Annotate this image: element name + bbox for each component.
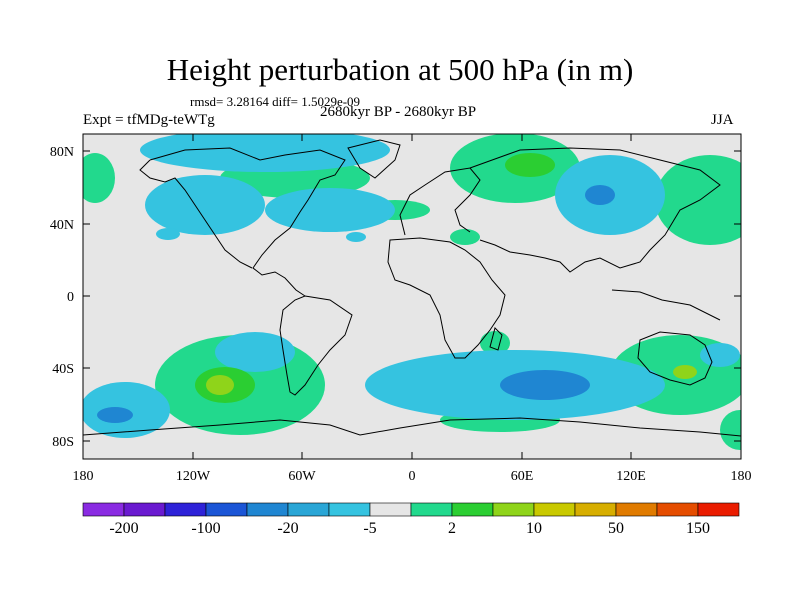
core-siberia [505,153,555,177]
coastline-africa [387,237,506,359]
stats-text: rmsd= 3.28164 diff= 1.5029e-09 [190,94,361,109]
colorbar-swatch-8 [410,502,453,517]
core-south-pacific-inner [206,375,234,395]
colorbar-label-minus-5: -5 [363,520,376,537]
colorbar-label-10: 10 [526,520,542,537]
lon-label-120e: 120E [616,469,646,484]
lon-label-180w: 180 [73,469,94,484]
colorbar-label-2: 2 [448,520,456,537]
map-panel [83,134,741,459]
colorbar-swatch-9 [451,502,494,517]
anomaly-blob-north-central-pacific [145,175,265,235]
season-label: JJA [711,112,734,128]
colorbar-swatch-15 [697,502,740,517]
lon-label-120w: 120W [176,469,211,484]
colorbar-swatch-6 [328,502,371,517]
anomaly-blob-pacific-east [655,155,741,245]
colorbar [82,502,740,517]
colorbar-swatch-5 [287,502,330,517]
colorbar-swatch-3 [205,502,248,517]
lat-label-0: 0 [67,290,74,305]
colorbar-swatch-12 [574,502,617,517]
coastline-asia [469,147,721,273]
lon-axis [82,134,742,459]
chart-title: Height perturbation at 500 hPa (in m) [166,52,634,87]
strong-positive-cores [195,153,697,403]
anomaly-blob-southeast-pacific-center [215,332,295,372]
core-indian-ocean [500,370,590,400]
core-central-asia [585,185,615,205]
coastline-north-america [149,147,346,297]
colorbar-swatch-14 [656,502,699,517]
coastline-alaska [139,159,253,269]
lon-label-180e: 180 [731,469,752,484]
anomaly-blob-north-pacific-small [156,228,180,240]
period-label: 2680kyr BP - 2680kyr BP [320,104,477,120]
lon-label-60e: 60E [511,469,534,484]
anomaly-blob-north-atlantic [265,188,395,232]
colorbar-label-150: 150 [686,520,710,537]
colorbar-swatch-7 [369,502,412,517]
lon-label-0: 0 [409,469,416,484]
lat-label-80n: 80N [50,145,74,160]
colorbar-swatch-4 [246,502,289,517]
colorbar-label-minus-100: -100 [191,520,220,537]
lat-label-40n: 40N [50,218,74,233]
anomaly-blob-tasman [700,343,740,367]
colorbar-swatch-2 [164,502,207,517]
anomaly-blob-south-atlantic [480,331,510,355]
anomaly-blob-southeast-pacific [720,410,741,450]
colorbar-swatch-1 [123,502,166,517]
coastline-madagascar [489,327,503,351]
colorbar-swatch-13 [615,502,658,517]
coastline-south-america [279,295,353,396]
colorbar-label-minus-200: -200 [109,520,138,537]
lat-axis [83,150,741,442]
lat-label-80s: 80S [52,435,74,450]
core-south-pacific-west [97,407,133,423]
coastlines [83,139,741,437]
anomaly-blob-arctic-americas [140,134,390,172]
colorbar-swatch-11 [533,502,576,517]
coastline-australia [637,331,713,386]
colorbar-label-minus-20: -20 [277,520,298,537]
core-australia [673,365,697,379]
lon-label-60w: 60W [288,469,316,484]
lat-label-40s: 40S [52,362,74,377]
colorbar-label-50: 50 [608,520,624,537]
strong-negative-cores [97,185,615,423]
colorbar-swatch-10 [492,502,535,517]
anomaly-blob-far-north-west [83,153,115,203]
coastline-greenland [347,139,401,179]
experiment-label: Expt = tfMDg-teWTg [83,112,215,128]
anomaly-blob-midlatitude-atlantic [346,232,366,242]
coastline-maritime [611,289,721,321]
colorbar-swatch-0 [82,502,125,517]
anomaly-blob-mideast [450,229,480,245]
coastline-antarctica [83,417,741,437]
